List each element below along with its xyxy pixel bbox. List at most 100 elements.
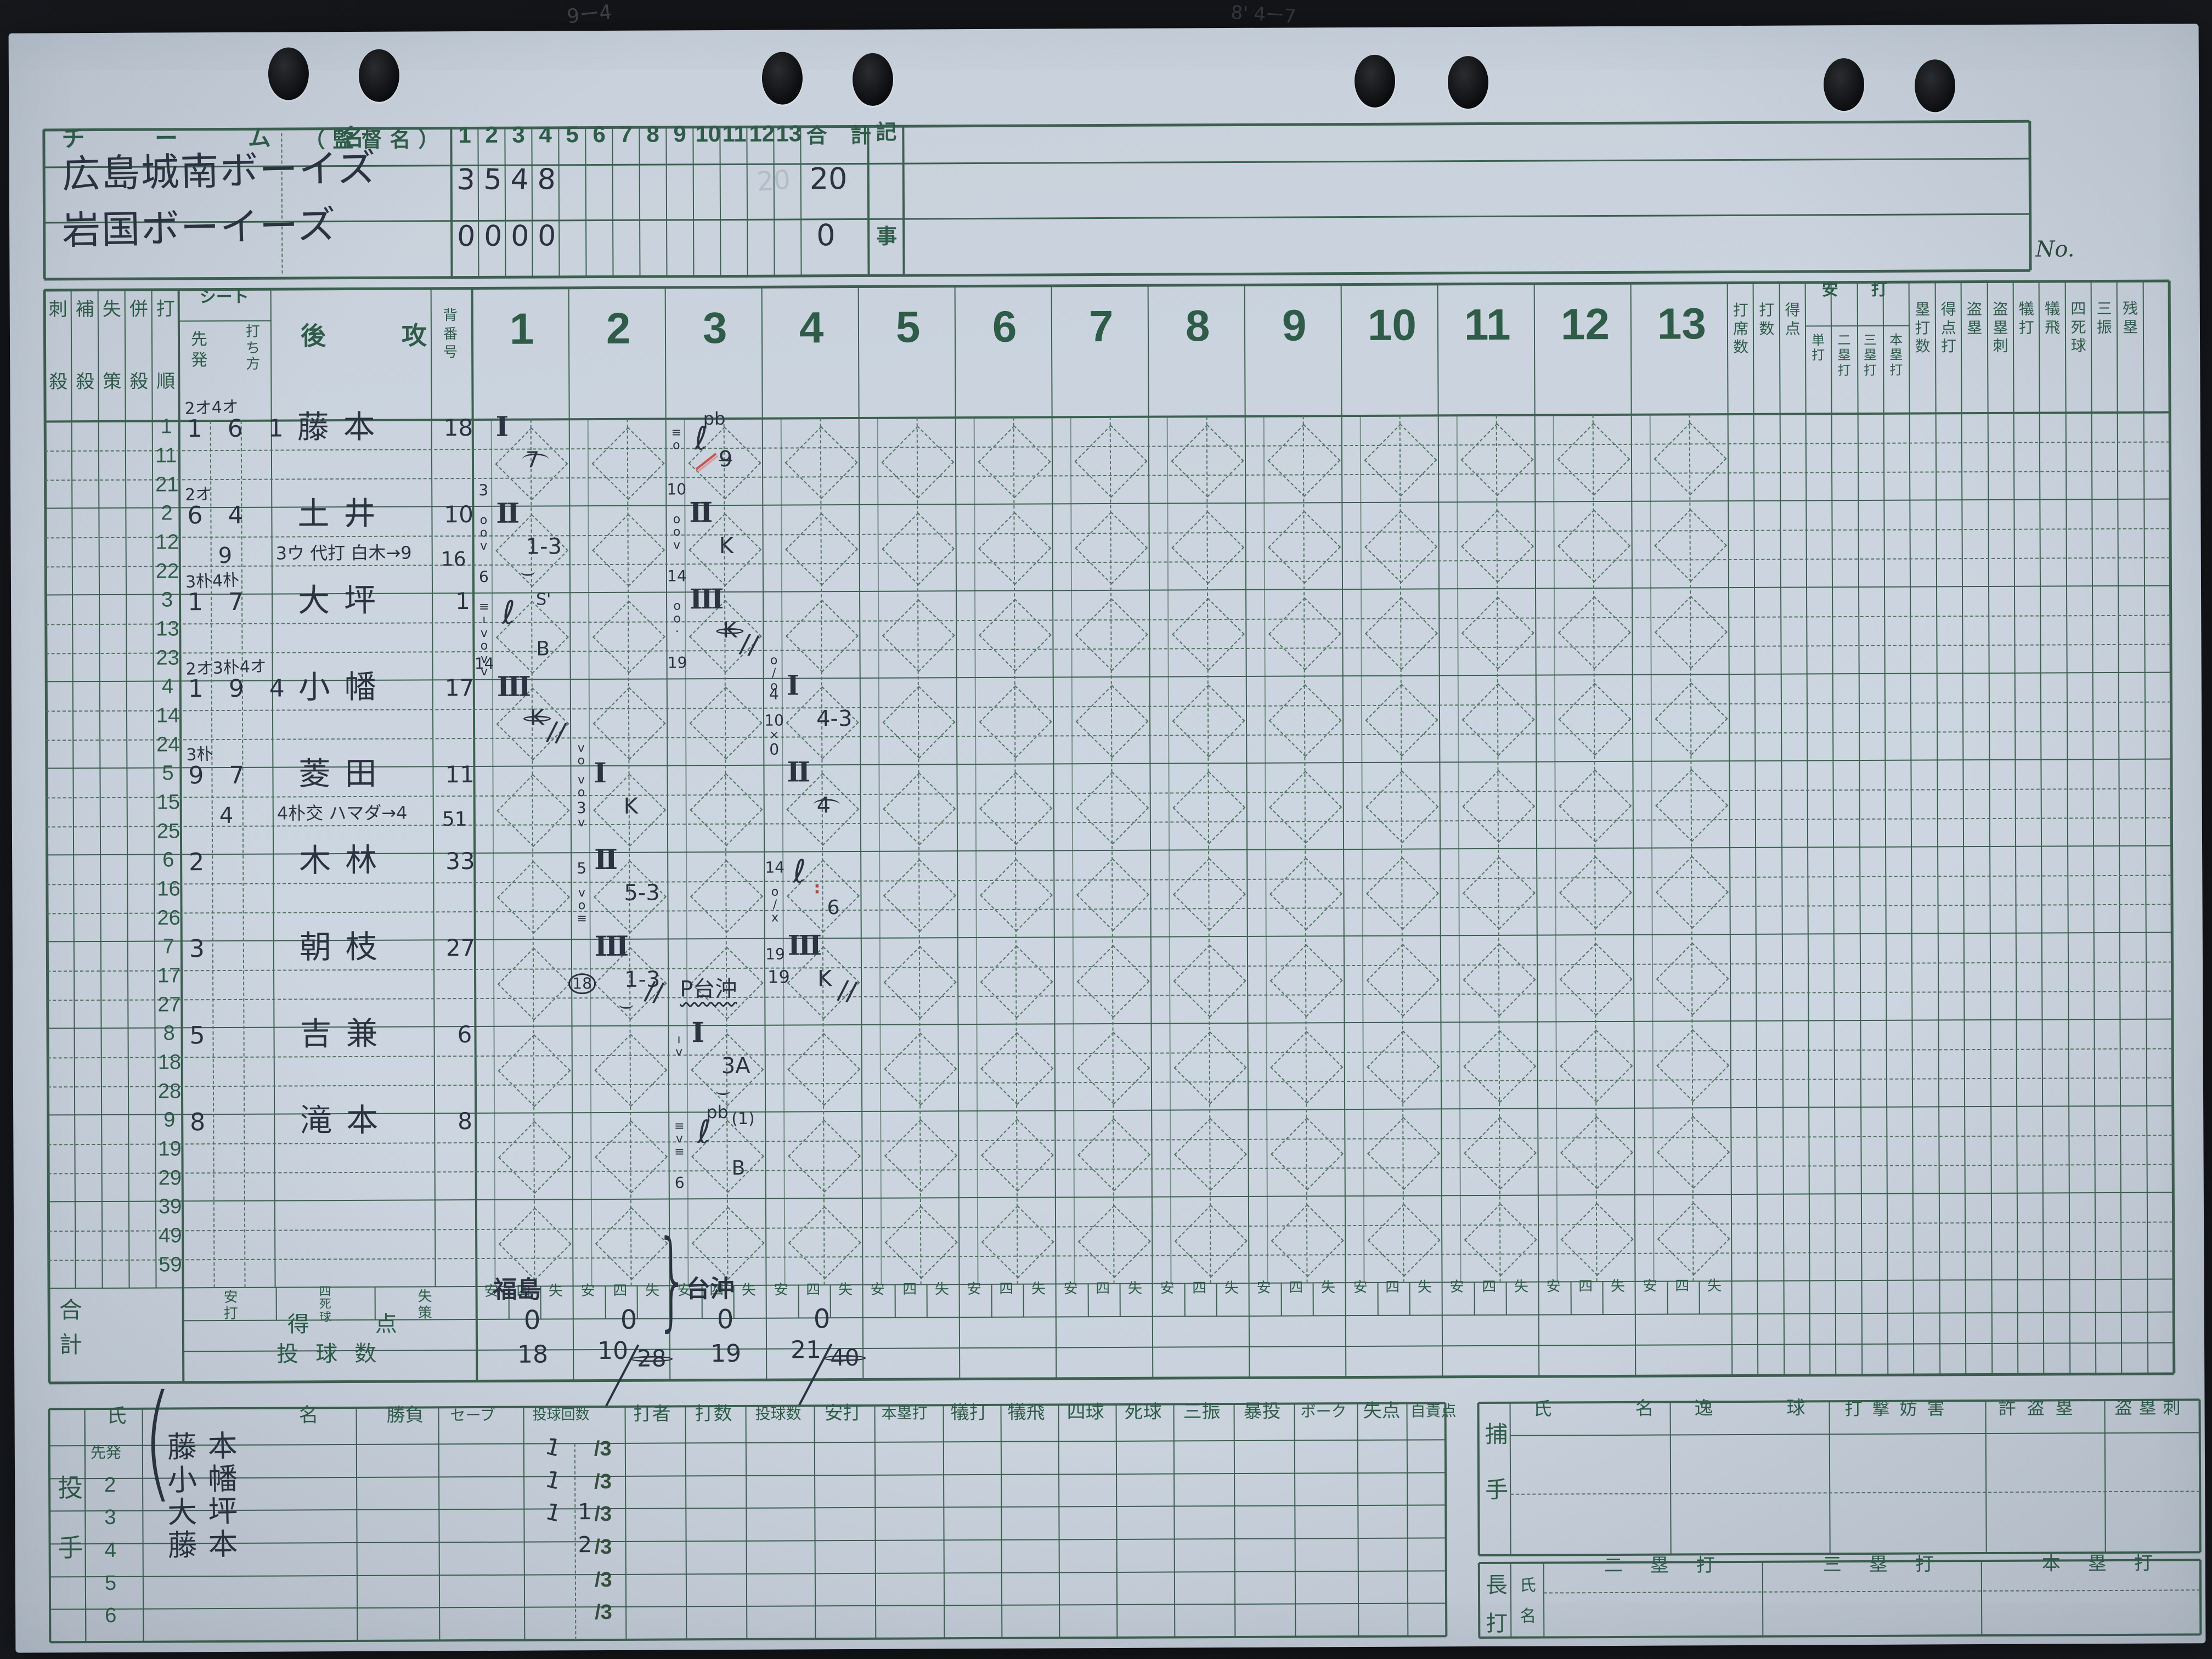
- starter-header: 先発: [191, 330, 208, 373]
- batting-order-number: 17: [157, 964, 181, 988]
- side-header-char2: 攻: [401, 321, 427, 350]
- diamond-basepath: [592, 600, 665, 674]
- pt-v: [1173, 1404, 1176, 1638]
- diamond-basepath: [788, 1119, 861, 1193]
- diamond-basepath: [978, 599, 1052, 672]
- catchers-side-label: 捕手: [1485, 1421, 1509, 1533]
- team-inning-score: 0: [510, 219, 530, 253]
- stat-header: 得点: [1785, 301, 1800, 338]
- grid-v-stat: [1804, 282, 1811, 1375]
- totals-sub-v: [1377, 1282, 1379, 1316]
- seat-header-line: [178, 320, 271, 322]
- char: 失: [102, 298, 121, 320]
- tally-mark: o: [577, 754, 585, 768]
- diamond-basepath: [1657, 1115, 1730, 1189]
- char: 打: [2018, 319, 2034, 336]
- top-v-inning: [639, 127, 641, 276]
- grid-v-stat: [1909, 281, 1915, 1375]
- diamond-basepath: [1557, 422, 1630, 496]
- tally-mark: v: [578, 815, 585, 830]
- top-inning-num: 12: [749, 120, 775, 146]
- diamond-basepath: [979, 685, 1052, 759]
- grid-v-stat: [2038, 281, 2045, 1374]
- pt-header-shi: 氏: [106, 1404, 127, 1427]
- inning-end-slashes: //: [836, 974, 859, 1008]
- diamond-basepath: [882, 512, 955, 585]
- grid-v-stat: [1987, 281, 1993, 1374]
- grid-v-stat: [1752, 282, 1759, 1375]
- diamond-basepath: [1364, 424, 1437, 497]
- top-v-right: [2028, 121, 2032, 270]
- uniform-number: 18: [443, 414, 473, 442]
- char: 四: [319, 1284, 331, 1299]
- uniform-number-sub: 51: [442, 808, 467, 831]
- tally-mark: 6: [478, 567, 489, 586]
- pt-rowline: [49, 1537, 1446, 1545]
- diamond-basepath: [1077, 1205, 1151, 1278]
- batting-order-number: 15: [156, 791, 180, 814]
- manager-header: （監督名）: [304, 128, 447, 153]
- diamond-basepath: [1076, 945, 1150, 1018]
- fly-ball-arc: [522, 453, 549, 465]
- diamond-basepath: [1463, 943, 1536, 1017]
- totals-midline: [183, 1342, 2174, 1352]
- diamond-basepath: [1461, 596, 1534, 670]
- char: 発: [191, 351, 208, 370]
- ct-v: [1669, 1402, 1672, 1555]
- tally-mark: v: [480, 626, 488, 640]
- pencil-note-left: 9ー4: [566, 1, 613, 29]
- pt-v: [745, 1406, 748, 1639]
- char: 策: [417, 1304, 432, 1321]
- char: 打: [223, 1305, 238, 1322]
- char: 三: [1863, 332, 1877, 348]
- top-v-inning: [531, 127, 533, 277]
- diamond-basepath: [978, 425, 1051, 499]
- play-notation: 1-3: [526, 534, 562, 560]
- ct-v: [2104, 1400, 2106, 1553]
- walk-path-mark: ℓ: [694, 420, 708, 458]
- totals-sub-header: 安: [580, 1282, 595, 1299]
- grid-left: [43, 290, 50, 1383]
- char: 犠: [2018, 300, 2034, 318]
- stat-header: 得点打: [1941, 301, 1956, 357]
- totals-sub-v: [1087, 1284, 1089, 1317]
- diamond-basepath: [594, 1034, 668, 1107]
- char: 塁: [1915, 301, 1931, 318]
- uniform-number: 6: [457, 1021, 472, 1048]
- top-inning-num: 9: [673, 121, 686, 147]
- out-count-numeral: II: [496, 496, 518, 529]
- grid-v-inning: [1437, 284, 1443, 1377]
- pt-header: 四球: [1066, 1402, 1104, 1423]
- team-total-score: 20: [809, 161, 848, 196]
- char: 手: [1485, 1476, 1509, 1503]
- pt-v: [1000, 1404, 1003, 1638]
- char: 番: [443, 325, 458, 342]
- pitcher-brace: (: [143, 1368, 173, 1515]
- diamond-basepath: [981, 1205, 1054, 1279]
- batting-order-number: 1: [160, 415, 172, 438]
- grid-v-inning: [1630, 283, 1637, 1376]
- totals-sub-v: [1280, 1283, 1282, 1316]
- team-inning-score: 0: [456, 219, 476, 253]
- diamond-basepath: [1656, 1029, 1730, 1102]
- ip-handwritten: 1: [543, 1465, 564, 1495]
- char: 併: [129, 298, 148, 320]
- diamond-basepath: [1172, 771, 1246, 844]
- tally-mark: o: [673, 512, 681, 527]
- char: 刺: [1993, 337, 2008, 355]
- entry-note-bottomright: B: [731, 1156, 746, 1180]
- grid-v-stat: [1882, 281, 1889, 1375]
- diamond-basepath: [1461, 510, 1534, 583]
- batting-order-number: 22: [155, 560, 179, 583]
- tally-mark: 3: [576, 799, 586, 817]
- char: 盗: [1993, 300, 2008, 318]
- diamond-basepath: [882, 599, 955, 672]
- stat-header: 盗塁: [1967, 301, 1982, 338]
- pitch-tally: 3: [475, 481, 492, 499]
- team-inning-score: 3: [456, 163, 476, 197]
- pitcher-name: 小幡: [167, 1461, 249, 1498]
- no-label: No.: [2035, 236, 2075, 262]
- xt-v-name: [1543, 1562, 1545, 1638]
- totals-sub-v: [1216, 1283, 1217, 1317]
